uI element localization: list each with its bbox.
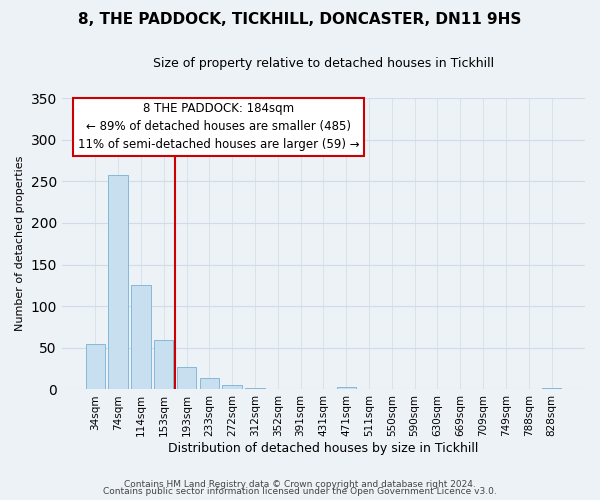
Title: Size of property relative to detached houses in Tickhill: Size of property relative to detached ho… <box>153 58 494 70</box>
Bar <box>200 378 219 390</box>
Bar <box>337 387 356 390</box>
Text: 8, THE PADDOCK, TICKHILL, DONCASTER, DN11 9HS: 8, THE PADDOCK, TICKHILL, DONCASTER, DN1… <box>79 12 521 28</box>
Bar <box>154 340 173 390</box>
Bar <box>131 284 151 390</box>
X-axis label: Distribution of detached houses by size in Tickhill: Distribution of detached houses by size … <box>168 442 479 455</box>
Bar <box>177 367 196 390</box>
Bar <box>109 176 128 390</box>
Bar <box>542 388 561 390</box>
Text: Contains public sector information licensed under the Open Government Licence v3: Contains public sector information licen… <box>103 487 497 496</box>
Bar <box>86 344 105 390</box>
Bar <box>245 388 265 390</box>
Bar <box>268 388 287 390</box>
Bar <box>291 388 310 390</box>
Text: 8 THE PADDOCK: 184sqm
← 89% of detached houses are smaller (485)
11% of semi-det: 8 THE PADDOCK: 184sqm ← 89% of detached … <box>78 102 359 152</box>
Text: Contains HM Land Registry data © Crown copyright and database right 2024.: Contains HM Land Registry data © Crown c… <box>124 480 476 489</box>
Bar <box>223 386 242 390</box>
Y-axis label: Number of detached properties: Number of detached properties <box>15 156 25 332</box>
